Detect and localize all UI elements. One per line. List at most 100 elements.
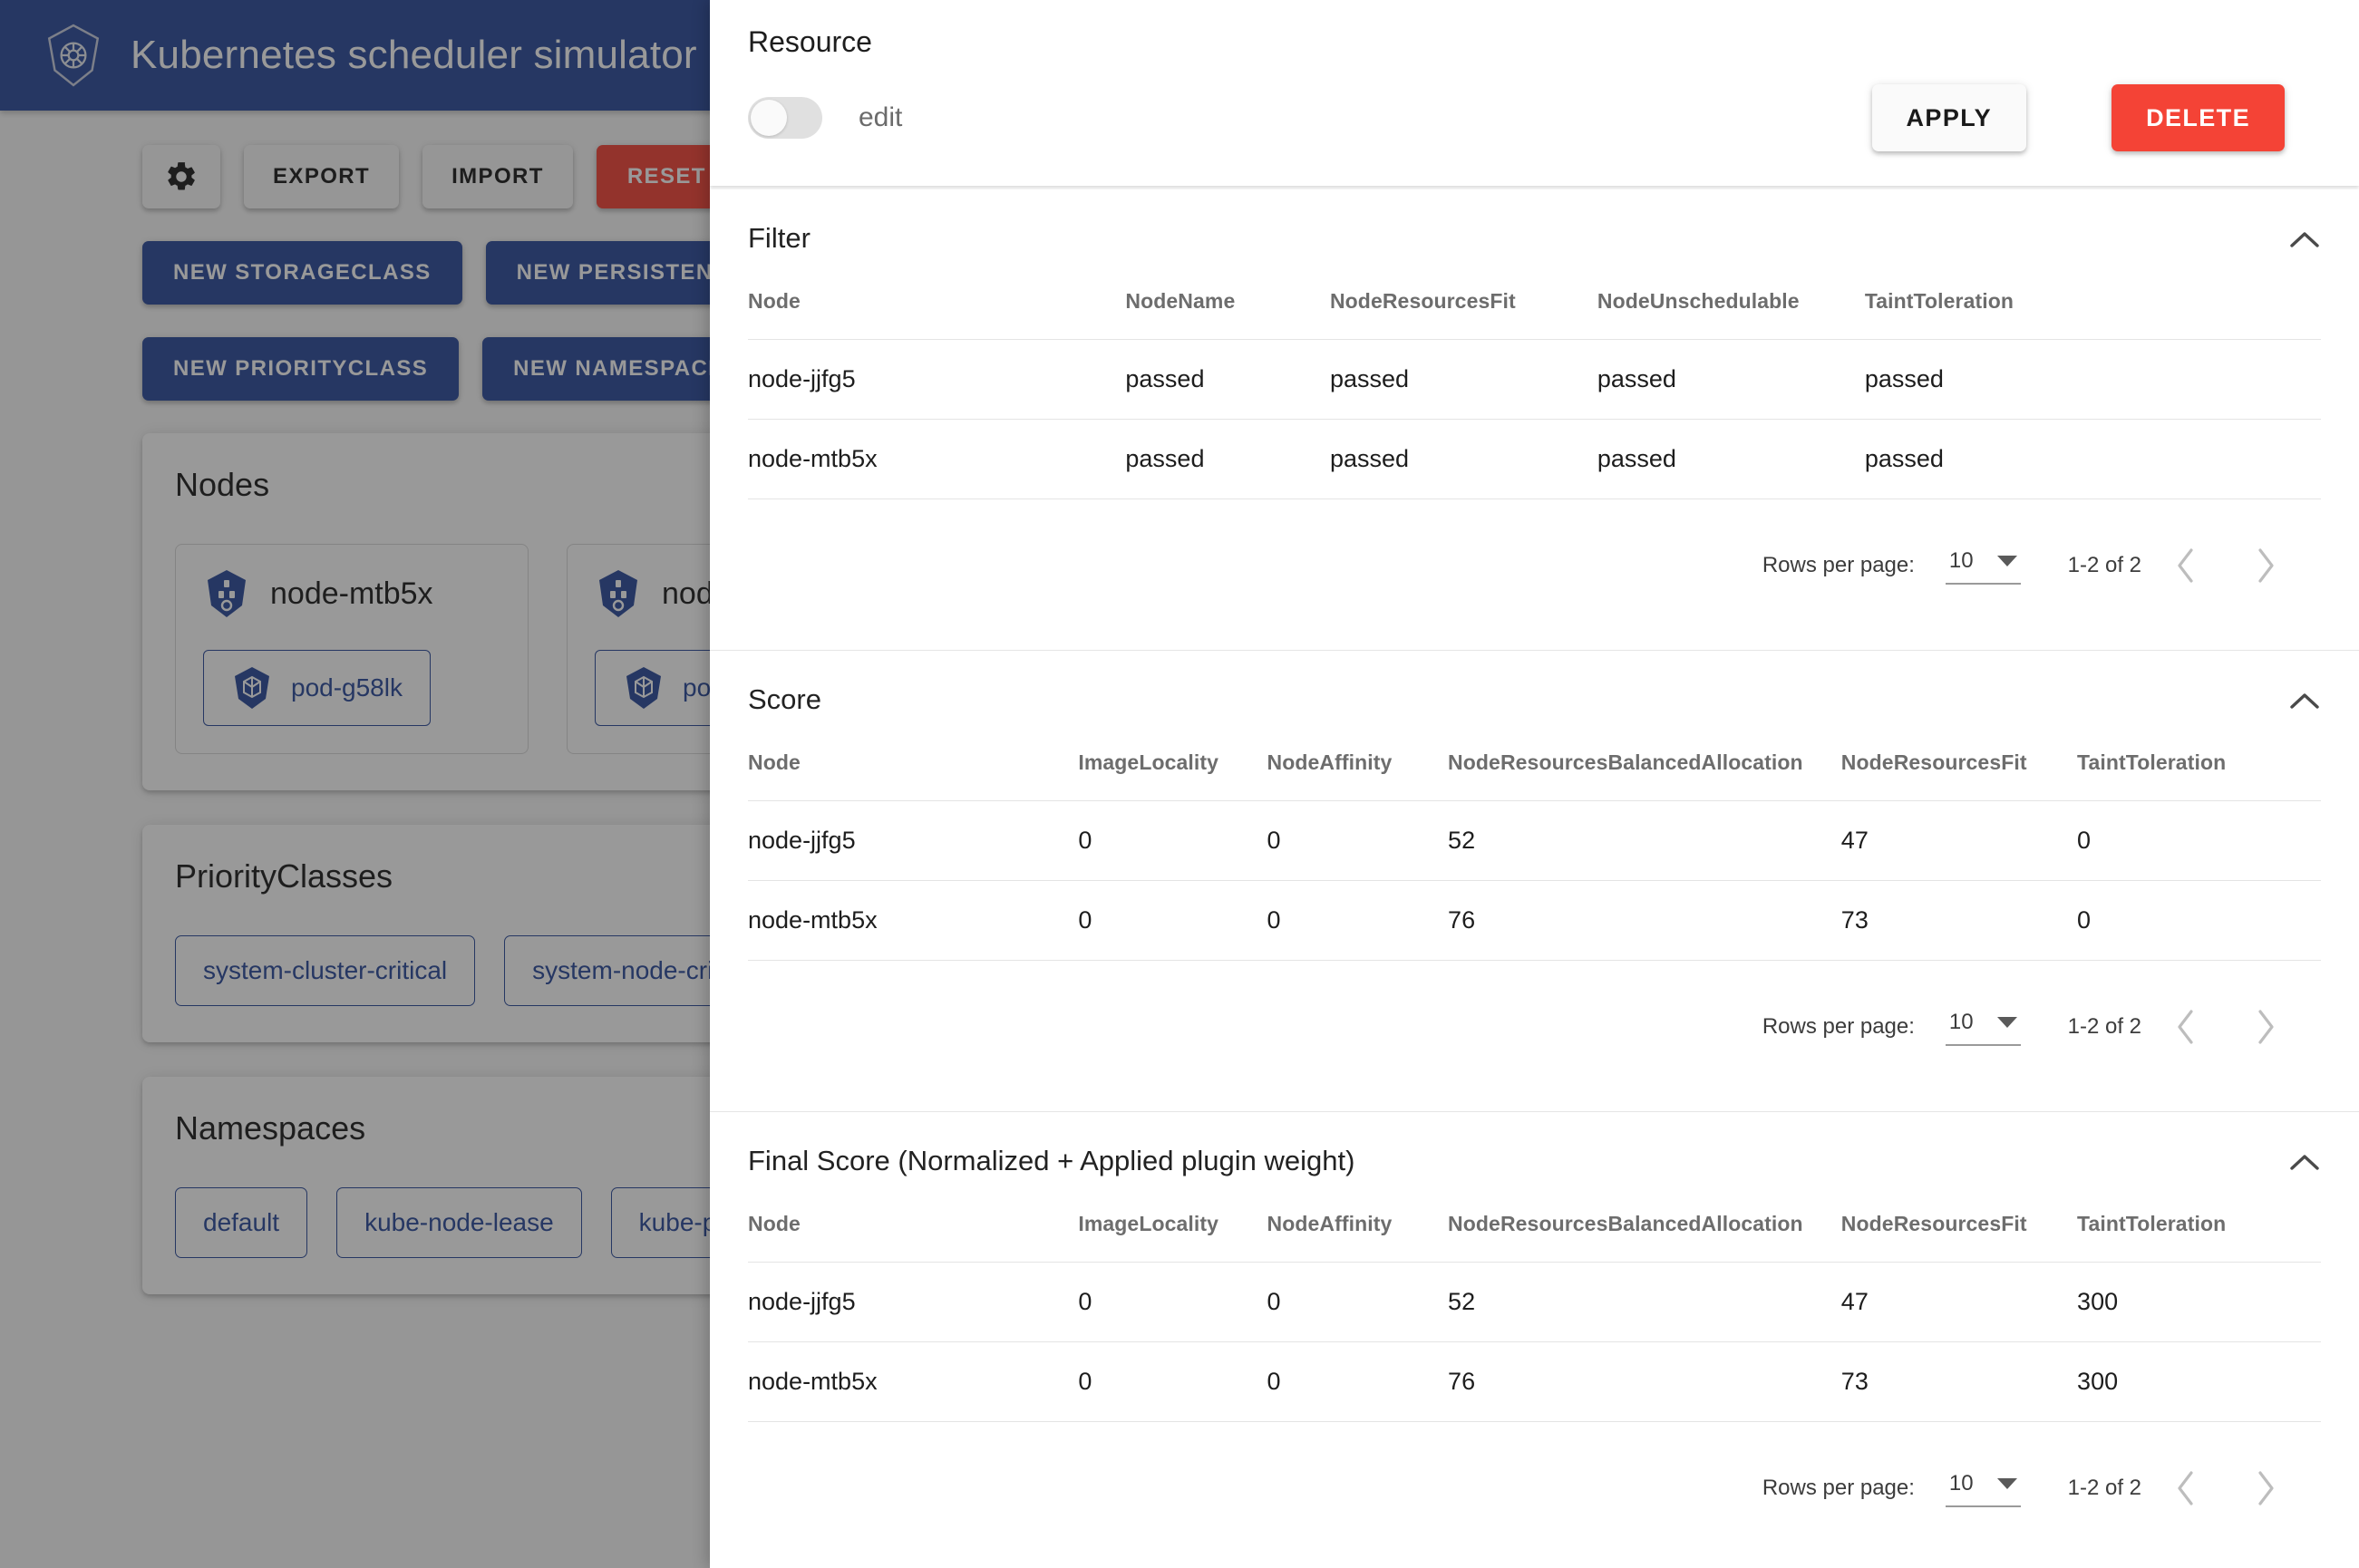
next-page-button[interactable]: [2230, 530, 2301, 601]
edit-toggle-label: edit: [859, 102, 903, 132]
node-name: node-mtb5x: [270, 576, 433, 611]
cell-nodeaffinity: 0: [1267, 880, 1449, 961]
filter-section-header[interactable]: Filter: [748, 222, 2321, 255]
table-row: node-jjfg5 0 0 52 47 0: [748, 800, 2321, 881]
cell-node: node-jjfg5: [748, 339, 1126, 420]
chevron-right-icon: [2258, 1471, 2274, 1505]
prev-page-button[interactable]: [2150, 992, 2221, 1062]
resource-controls: edit APPLY DELETE: [710, 59, 2359, 186]
cell-noderesourcesbalancedallocation: 52: [1448, 1262, 1841, 1342]
cell-tainttoleration: passed: [1864, 419, 2321, 499]
table-row: node-mtb5x 0 0 76 73 0: [748, 880, 2321, 961]
new-namespace-button[interactable]: NEW NAMESPACE: [482, 337, 755, 401]
settings-button[interactable]: [142, 145, 220, 208]
next-page-button[interactable]: [2230, 1453, 2301, 1524]
import-button[interactable]: IMPORT: [422, 145, 573, 208]
cell-nodeunschedulable: passed: [1597, 419, 1865, 499]
toolbar-primary: EXPORT IMPORT RESET: [0, 145, 2359, 208]
kubernetes-node-icon: [208, 570, 246, 617]
chevron-up-icon[interactable]: [2288, 229, 2321, 249]
apply-button[interactable]: APPLY: [1871, 84, 2027, 151]
kubernetes-helm-icon: [47, 24, 100, 87]
chevron-right-icon: [2258, 1010, 2274, 1044]
table-header-row: Node NodeName NodeResourcesFit NodeUnsch…: [748, 289, 2321, 340]
col-node: Node: [748, 289, 801, 313]
rows-per-page-value: 10: [1948, 548, 1974, 573]
cell-tainttoleration: 300: [2077, 1341, 2321, 1422]
cell-noderesourcesbalancedallocation: 76: [1448, 1341, 1841, 1422]
page-range-label: 1-2 of 2: [2067, 1476, 2141, 1500]
filter-section-title: Filter: [748, 222, 811, 254]
cell-tainttoleration: passed: [1864, 339, 2321, 420]
delete-button[interactable]: DELETE: [2111, 84, 2285, 151]
namespace-chip[interactable]: default: [175, 1187, 308, 1258]
priorityclass-chip[interactable]: system-cluster-critical: [175, 935, 476, 1006]
chevron-right-icon: [2258, 548, 2274, 583]
kubernetes-pod-icon: [235, 667, 269, 709]
chevron-left-icon: [2178, 1471, 2193, 1505]
score-section-header[interactable]: Score: [748, 683, 2321, 716]
rows-per-page-select[interactable]: 10: [1945, 547, 2021, 585]
new-storageclass-button[interactable]: NEW STORAGECLASS: [142, 241, 462, 305]
score-pagination: Rows per page: 10 1-2 of 2: [748, 961, 2321, 1093]
table-header-row: Node ImageLocality NodeAffinity NodeReso…: [748, 750, 2321, 801]
final-score-section: Final Score (Normalized + Applied plugin…: [710, 1111, 2359, 1568]
cell-node: node-mtb5x: [748, 419, 1126, 499]
namespace-chip[interactable]: kube-node-lease: [336, 1187, 582, 1258]
toolbar-new-row-2: NEW PRIORITYCLASS NEW NAMESPACE: [0, 337, 2359, 401]
cell-nodeaffinity: 0: [1267, 1262, 1449, 1342]
table-row: node-jjfg5 0 0 52 47 300: [748, 1262, 2321, 1342]
toolbar-new-row-1: NEW STORAGECLASS NEW PERSISTENTVOLUME: [0, 241, 2359, 305]
chevron-up-icon[interactable]: [2288, 691, 2321, 711]
prev-page-button[interactable]: [2150, 1453, 2221, 1524]
final-score-section-header[interactable]: Final Score (Normalized + Applied plugin…: [748, 1145, 2321, 1177]
cell-node: node-jjfg5: [748, 800, 1079, 881]
prev-page-button[interactable]: [2150, 530, 2221, 601]
cell-imagelocality: 0: [1078, 1341, 1267, 1422]
col-nodeunschedulable: NodeUnschedulable: [1597, 289, 1800, 313]
resource-header: Resource: [710, 0, 2359, 59]
chevron-down-icon: [1996, 556, 2017, 566]
col-tainttoleration: TaintToleration: [2077, 1212, 2227, 1235]
table-row: node-mtb5x 0 0 76 73 300: [748, 1341, 2321, 1422]
chevron-left-icon: [2178, 1010, 2193, 1044]
rows-per-page-select[interactable]: 10: [1945, 1008, 2021, 1046]
col-nodeaffinity: NodeAffinity: [1267, 1212, 1393, 1235]
kubernetes-pod-icon: [626, 667, 661, 709]
priorityclasses-title: PriorityClasses: [175, 857, 393, 895]
cell-node: node-jjfg5: [748, 1262, 1079, 1342]
table-row: node-mtb5x passed passed passed passed: [748, 419, 2321, 499]
final-score-table: Node ImageLocality NodeAffinity NodeReso…: [748, 1212, 2321, 1422]
col-imagelocality: ImageLocality: [1078, 750, 1219, 774]
node-card[interactable]: node-mtb5x pod-g58lk: [175, 544, 529, 754]
page-range-label: 1-2 of 2: [2067, 553, 2141, 577]
edit-toggle[interactable]: [748, 97, 822, 139]
cell-nodeunschedulable: passed: [1597, 339, 1865, 420]
final-score-pagination: Rows per page: 10 1-2 of 2: [748, 1422, 2321, 1554]
chevron-up-icon[interactable]: [2288, 1152, 2321, 1172]
table-header-row: Node ImageLocality NodeAffinity NodeReso…: [748, 1212, 2321, 1263]
col-imagelocality: ImageLocality: [1078, 1212, 1219, 1235]
col-noderesourcesfit: NodeResourcesFit: [1840, 1212, 2027, 1235]
col-noderesourcesfit: NodeResourcesFit: [1840, 750, 2027, 774]
cell-noderesourcesbalancedallocation: 76: [1448, 880, 1841, 961]
rows-per-page-label: Rows per page:: [1762, 1014, 1915, 1039]
cell-node: node-mtb5x: [748, 880, 1079, 961]
next-page-button[interactable]: [2230, 992, 2301, 1062]
col-nodename: NodeName: [1125, 289, 1236, 313]
rows-per-page-label: Rows per page:: [1762, 553, 1915, 577]
kubernetes-node-icon: [599, 570, 637, 617]
chevron-down-icon: [1996, 1478, 2017, 1489]
score-section-title: Score: [748, 683, 821, 715]
filter-table: Node NodeName NodeResourcesFit NodeUnsch…: [748, 289, 2321, 499]
rows-per-page-label: Rows per page:: [1762, 1476, 1915, 1500]
pod-chip[interactable]: pod-g58lk: [203, 650, 431, 726]
rows-per-page-select[interactable]: 10: [1945, 1469, 2021, 1507]
filter-pagination: Rows per page: 10 1-2 of 2: [748, 499, 2321, 632]
new-priorityclass-button[interactable]: NEW PRIORITYCLASS: [142, 337, 460, 401]
export-button[interactable]: EXPORT: [244, 145, 400, 208]
filter-section: Filter Node NodeName NodeResourcesFit No…: [710, 189, 2359, 650]
cell-nodeaffinity: 0: [1267, 800, 1449, 881]
cell-imagelocality: 0: [1078, 800, 1267, 881]
